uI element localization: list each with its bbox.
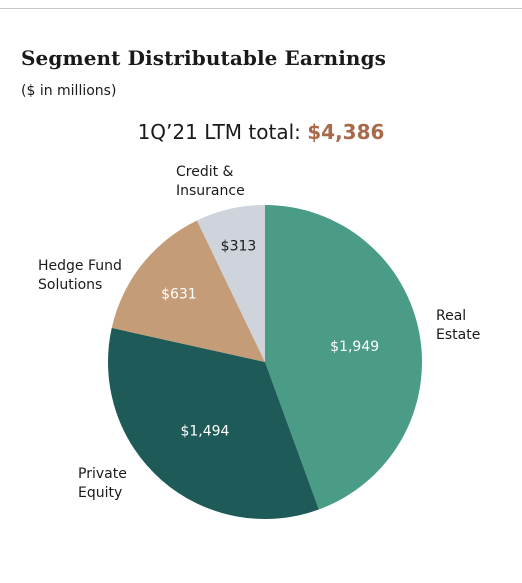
- slice-name-private-equity: Equity: [78, 485, 122, 501]
- total-prefix: 1Q’21 LTM total:: [137, 120, 308, 144]
- slice-name-hedge-fund-solutions: Hedge Fund: [38, 258, 122, 274]
- chart-subtitle: ($ in millions): [21, 83, 117, 99]
- pie-slice-real-estate: [265, 205, 422, 510]
- pie-slice-private-equity: [107, 327, 319, 519]
- pie-slice-hedge-fund-solutions: [111, 220, 265, 362]
- slice-name-hedge-fund-solutions: Solutions: [38, 277, 102, 293]
- slice-name-credit-insurance: Credit &: [176, 164, 234, 180]
- total-value: $4,386: [307, 120, 385, 144]
- pie-slice-credit-insurance: [196, 205, 265, 362]
- slice-value-credit-insurance: $313: [221, 239, 257, 255]
- slice-name-credit-insurance: Insurance: [176, 183, 245, 199]
- slice-value-private-equity: $1,494: [180, 423, 229, 439]
- chart-title: Segment Distributable Earnings: [21, 46, 387, 70]
- slice-name-private-equity: Private: [78, 466, 127, 482]
- slice-name-real-estate: Estate: [436, 327, 480, 343]
- top-divider: [0, 8, 522, 9]
- total-line: 1Q’21 LTM total: $4,386: [0, 120, 522, 144]
- slice-value-hedge-fund-solutions: $631: [161, 287, 197, 303]
- slice-name-real-estate: Real: [436, 308, 466, 324]
- slice-value-real-estate: $1,949: [330, 339, 379, 355]
